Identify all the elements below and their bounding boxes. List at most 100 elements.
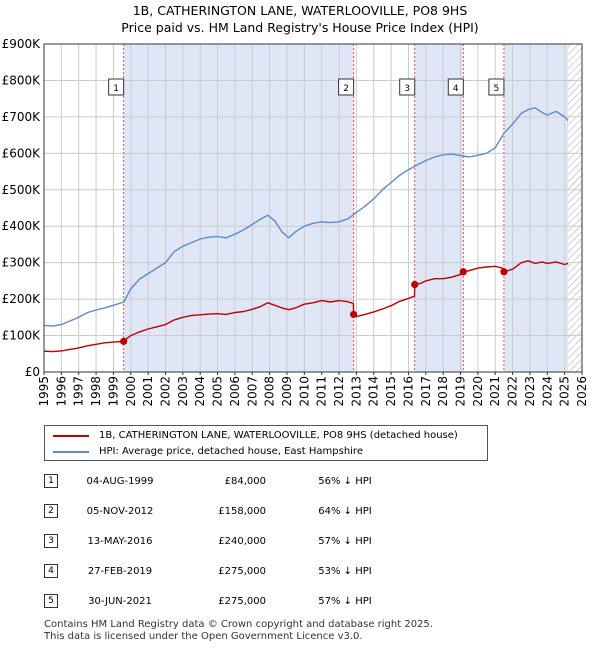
x-tick-label: 2012 — [332, 376, 346, 407]
x-tick-label: 2019 — [454, 376, 468, 407]
y-tick-label: £600K — [2, 146, 42, 160]
sale-marker-label: 3 — [404, 84, 410, 94]
legend-label-property: 1B, CATHERINGTON LANE, WATERLOOVILLE, PO… — [99, 430, 458, 441]
y-tick-label: £500K — [2, 183, 42, 197]
property-price-line — [43, 260, 569, 353]
sale-number-badge: 1 — [44, 474, 58, 488]
sale-point — [120, 337, 128, 345]
sale-hpi-diff: 56% ↓ HPI — [318, 476, 372, 487]
sale-hpi-diff: 64% ↓ HPI — [318, 506, 372, 517]
x-tick-label: 2009 — [280, 376, 294, 407]
price-chart: 1 2 3 4 5 £0 £100K £200K £300K £400K £500K £600K £7… — [2, 37, 589, 407]
footer-line1: Contains HM Land Registry data © Crown c… — [44, 619, 433, 630]
x-tick-label: 2024 — [540, 376, 554, 407]
x-tick-label: 2010 — [297, 376, 311, 407]
plot-frame — [43, 43, 583, 373]
x-tick-label: 2026 — [575, 376, 589, 407]
footer-note: Contains HM Land Registry data © Crown c… — [44, 619, 433, 643]
ownership-period-shade — [414, 44, 464, 372]
sale-marker-box — [338, 78, 355, 96]
sale-marker-label: 1 — [113, 84, 119, 94]
x-tick-label: 2000 — [124, 376, 138, 407]
sale-point — [500, 268, 508, 276]
x-tick-label: 2018 — [436, 376, 450, 407]
table-row: 3 13-MAY-2016 £240,000 57% ↓ HPI — [0, 532, 600, 552]
sale-marker-box — [488, 78, 505, 96]
y-tick-label: £700K — [2, 110, 42, 124]
x-tick-label: 2015 — [384, 376, 398, 407]
x-tick-label: 2005 — [211, 376, 225, 407]
y-tick-label: £100K — [2, 329, 42, 343]
x-tick-label: 2025 — [558, 376, 572, 407]
sale-marker-label: 5 — [494, 84, 500, 94]
sale-date: 30-JUN-2021 — [88, 596, 152, 607]
sale-date: 04-AUG-1999 — [86, 476, 154, 487]
sale-number-badge: 4 — [44, 564, 58, 578]
x-tick-label: 2004 — [193, 376, 207, 407]
y-tick-label: £400K — [2, 219, 42, 233]
x-tick-label: 2020 — [471, 376, 485, 407]
x-tick-label: 2002 — [158, 376, 172, 407]
legend: 1B, CATHERINGTON LANE, WATERLOOVILLE, PO… — [44, 425, 488, 461]
x-tick-label: 2016 — [401, 376, 415, 407]
sale-marker-label: 4 — [453, 84, 459, 94]
table-row: 2 05-NOV-2012 £158,000 64% ↓ HPI — [0, 502, 600, 522]
sale-date: 27-FEB-2019 — [87, 566, 153, 577]
x-tick-label: 1998 — [89, 376, 103, 407]
x-tick-label: 2013 — [349, 376, 363, 407]
legend-label-hpi: HPI: Average price, detached house, East… — [99, 446, 363, 457]
x-tick-label: 1997 — [72, 376, 86, 407]
y-tick-label: £800K — [2, 73, 42, 87]
x-tick-label: 1995 — [37, 376, 51, 407]
sale-date: 05-NOV-2012 — [86, 506, 154, 517]
table-row: 5 30-JUN-2021 £275,000 57% ↓ HPI — [0, 592, 600, 612]
sale-date: 13-MAY-2016 — [87, 536, 153, 547]
chart-title-line2: Price paid vs. HM Land Registry's House … — [121, 20, 479, 35]
x-tick-label: 2006 — [228, 376, 242, 407]
x-tick-label: 2017 — [419, 376, 433, 407]
x-tick-label: 2003 — [176, 376, 190, 407]
sale-marker-box — [399, 78, 416, 96]
sale-hpi-diff: 53% ↓ HPI — [318, 566, 372, 577]
y-tick-label: £300K — [2, 256, 42, 270]
legend-swatch-property — [53, 435, 89, 437]
sale-price: £84,000 — [224, 476, 266, 487]
x-tick-label: 2021 — [488, 376, 502, 407]
sale-hpi-diff: 57% ↓ HPI — [318, 536, 372, 547]
x-tick-label: 2001 — [141, 376, 155, 407]
sale-number-badge: 3 — [44, 534, 58, 548]
y-tick-label: £200K — [2, 292, 42, 306]
footer-line2: This data is licensed under the Open Gov… — [44, 631, 363, 642]
sale-price: £275,000 — [218, 596, 266, 607]
ownership-period-shade — [503, 44, 569, 372]
sale-hpi-diff: 57% ↓ HPI — [318, 596, 372, 607]
sale-marker-box — [108, 78, 125, 96]
x-tick-label: 2022 — [506, 376, 520, 407]
sale-point — [411, 280, 419, 289]
y-tick-label: £900K — [2, 37, 42, 51]
x-tick-label: 2014 — [367, 376, 381, 407]
x-tick-label: 2008 — [263, 376, 277, 407]
chart-title-line1: 1B, CATHERINGTON LANE, WATERLOOVILLE, PO… — [132, 3, 468, 18]
x-tick-label: 2023 — [523, 376, 537, 407]
chart-title: 1B, CATHERINGTON LANE, WATERLOOVILLE, PO… — [0, 2, 600, 36]
sale-price: £158,000 — [218, 506, 266, 517]
sale-marker-label: 2 — [343, 84, 349, 94]
table-row: 1 04-AUG-1999 £84,000 56% ↓ HPI — [0, 472, 600, 492]
sale-point — [350, 310, 358, 319]
x-tick-label: 1999 — [106, 376, 120, 407]
ownership-period-shade — [123, 44, 354, 372]
sale-point — [459, 268, 467, 276]
y-tick-label: £0 — [25, 365, 40, 379]
x-tick-label: 1996 — [54, 376, 68, 407]
sale-number-badge: 5 — [44, 594, 58, 608]
sale-number-badge: 2 — [44, 504, 58, 518]
x-tick-label: 2011 — [315, 376, 329, 407]
future-period-hatch — [568, 44, 582, 372]
sale-price: £240,000 — [218, 536, 266, 547]
hpi-line — [43, 107, 569, 327]
legend-swatch-hpi — [53, 451, 89, 453]
x-tick-label: 2007 — [245, 376, 259, 407]
table-row: 4 27-FEB-2019 £275,000 53% ↓ HPI — [0, 562, 600, 582]
sale-price: £275,000 — [218, 566, 266, 577]
